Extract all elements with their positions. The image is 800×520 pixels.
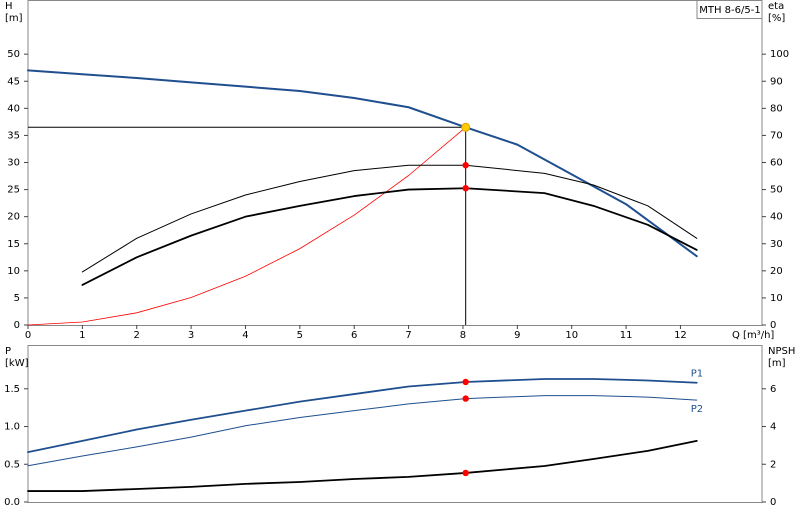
y2-tick-label: 0 [770, 320, 776, 331]
y2-tick-label: 2 [770, 459, 776, 470]
y2-tick-label: 0 [770, 497, 776, 508]
x-tick-label: 11 [620, 330, 633, 341]
y-tick-label: 25 [7, 185, 20, 196]
y2-axis-label: [%] [768, 13, 785, 24]
title-box [696, 0, 763, 19]
y2-tick-label: 30 [770, 239, 783, 250]
x-tick-label: 2 [134, 330, 140, 341]
curve [81, 187, 698, 286]
duty-marker [462, 395, 469, 402]
y2-tick-label: 10 [770, 293, 783, 304]
y-tick-label: 0.0 [4, 497, 20, 508]
y2-axis-label: NPSH [768, 346, 795, 357]
x-tick-label: 5 [297, 330, 303, 341]
y2-axis-label: eta [768, 1, 784, 12]
x-tick-label: 8 [460, 330, 466, 341]
y2-tick-label: 80 [770, 103, 783, 114]
curve [27, 69, 698, 258]
y2-tick-label: 40 [770, 212, 783, 223]
y2-tick-label: 20 [770, 266, 783, 277]
duty-marker [462, 185, 469, 192]
y2-tick-label: 50 [770, 185, 783, 196]
y-tick-label: 35 [7, 130, 20, 141]
y-tick-label: 30 [7, 158, 20, 169]
y-axis-label: [m] [5, 13, 23, 24]
duty-marker [461, 122, 471, 132]
curve [27, 126, 467, 326]
chart-title: MTH 8-6/5-1 [699, 5, 760, 16]
y2-tick-label: 6 [770, 384, 776, 395]
y-tick-label: 10 [7, 266, 20, 277]
y-tick-label: 5 [14, 293, 20, 304]
y-tick-label: 20 [7, 212, 20, 223]
duty-marker [462, 162, 469, 169]
y-tick-label: 40 [7, 103, 20, 114]
series-label: P1 [691, 369, 703, 380]
y-axis-label: [kW] [5, 358, 29, 369]
y-axis-label: P [5, 346, 11, 357]
y-tick-label: 1.5 [4, 384, 20, 395]
x-tick-label: 12 [674, 330, 687, 341]
x-tick-label: 3 [188, 330, 194, 341]
duty-marker [462, 378, 469, 386]
duty-marker [462, 469, 469, 477]
y-tick-label: 1.0 [4, 422, 20, 433]
x-tick-label: 7 [405, 330, 411, 341]
y2-axis-label: [m] [768, 358, 786, 369]
plot-frame [27, 345, 763, 503]
y2-tick-label: 90 [770, 76, 783, 87]
curve [27, 439, 698, 492]
y-tick-label: 0 [14, 320, 20, 331]
x-tick-label: 6 [351, 330, 357, 341]
x-axis-label: Q [m³/h] [732, 330, 774, 341]
y2-tick-label: 70 [770, 130, 783, 141]
x-tick-label: 4 [242, 330, 248, 341]
y2-tick-label: 100 [770, 49, 789, 60]
y-tick-label: 15 [7, 239, 20, 250]
y-tick-label: 45 [7, 76, 20, 87]
curve [27, 395, 698, 467]
x-tick-label: 9 [514, 330, 520, 341]
curve [27, 378, 698, 454]
y-axis-label: H [5, 1, 13, 12]
y2-tick-label: 4 [770, 422, 776, 433]
x-tick-label: 0 [25, 330, 31, 341]
series-label: P2 [691, 404, 703, 415]
y-tick-label: 0.5 [4, 459, 20, 470]
x-tick-label: 10 [565, 330, 578, 341]
x-tick-label: 1 [79, 330, 85, 341]
y2-tick-label: 60 [770, 158, 783, 169]
plot-frame [27, 0, 763, 326]
curve [81, 164, 698, 273]
y-tick-label: 50 [7, 49, 20, 60]
